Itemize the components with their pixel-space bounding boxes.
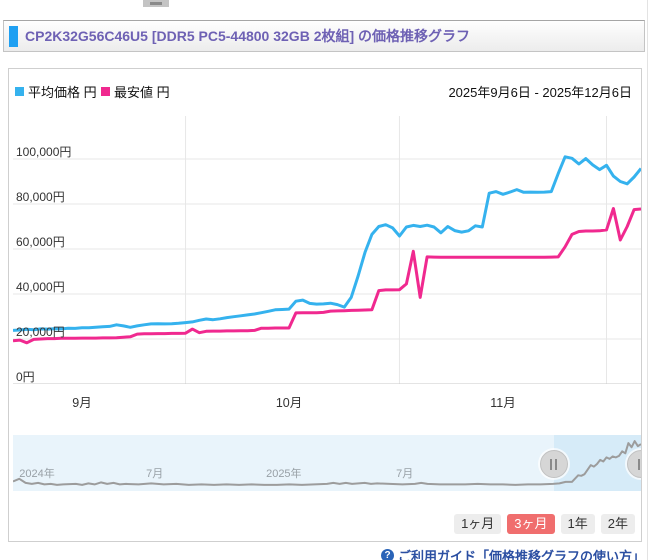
page-edge-divider — [647, 0, 648, 560]
y-axis-label: 0円 — [16, 370, 35, 384]
range-button-2年[interactable]: 2年 — [600, 514, 635, 534]
y-axis-label: 60,000円 — [16, 235, 65, 249]
usage-guide-label: ご利用ガイド「価格推移グラフの使い方」 — [398, 549, 646, 560]
range-button-1ヶ月[interactable]: 1ヶ月 — [454, 514, 502, 534]
y-axis-label: 100,000円 — [16, 145, 72, 159]
clipped-element-fragment — [143, 0, 169, 7]
navigator-series-line — [13, 440, 641, 486]
navigator[interactable]: 2024年 7月 2025年 7月 — [13, 435, 641, 491]
range-button-1年[interactable]: 1年 — [560, 514, 595, 534]
range-selector: 1ヶ月 3ヶ月 1年 2年 — [454, 514, 635, 534]
lowest-series-swatch-icon — [101, 87, 110, 96]
y-axis-label: 20,000円 — [16, 325, 65, 339]
legend-item-lowest[interactable]: 最安値 円 — [101, 82, 170, 101]
title-bar: CP2K32G56C46U5 [DDR5 PC5-44800 32GB 2枚組]… — [3, 20, 645, 52]
clipped-element-bar — [150, 2, 162, 5]
range-button-3ヶ月[interactable]: 3ヶ月 — [507, 514, 555, 534]
navigator-series-svg — [13, 440, 641, 486]
legend-label-lowest: 最安値 円 — [114, 85, 170, 100]
navigator-label: 7月 — [396, 468, 414, 480]
navigator-label: 7月 — [146, 468, 164, 480]
average-price-line — [12, 155, 641, 332]
legend-item-average[interactable]: 平均価格 円 — [15, 82, 97, 101]
chart-panel: 平均価格 円 最安値 円 2025年9月6日 - 2025年12月6日 0円 20… — [8, 68, 642, 542]
title-accent-icon — [9, 25, 18, 47]
date-range-label: 2025年9月6日 - 2025年12月6日 — [448, 85, 632, 100]
navigator-label: 2025年 — [266, 468, 302, 480]
usage-guide-link[interactable]: ? ご利用ガイド「価格推移グラフの使い方」 — [381, 546, 645, 560]
navigator-label: 2024年 — [19, 468, 55, 480]
legend: 平均価格 円 最安値 円 2025年9月6日 - 2025年12月6日 — [9, 82, 641, 100]
y-axis-label: 80,000円 — [16, 190, 65, 204]
average-series-swatch-icon — [15, 87, 24, 96]
price-chart — [12, 116, 641, 385]
x-axis-label: 10月 — [275, 396, 303, 410]
page-title: CP2K32G56C46U5 [DDR5 PC5-44800 32GB 2枚組]… — [25, 28, 471, 44]
x-axis-label: 11月 — [490, 396, 516, 410]
lowest-price-line — [12, 207, 641, 345]
y-axis-label: 40,000円 — [16, 280, 65, 294]
legend-label-average: 平均価格 円 — [28, 85, 97, 100]
x-axis-label: 9月 — [72, 396, 92, 410]
price-chart-svg — [12, 116, 641, 385]
navigator-handle-left[interactable] — [539, 450, 568, 478]
help-icon: ? — [381, 549, 394, 560]
